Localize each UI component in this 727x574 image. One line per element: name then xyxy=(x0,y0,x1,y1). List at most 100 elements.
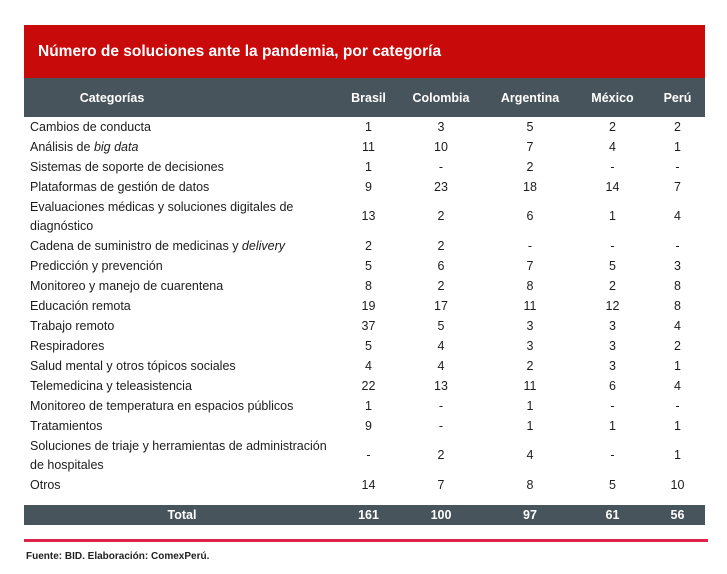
table-row: Evaluaciones médicas y soluciones digita… xyxy=(24,197,705,236)
value-cell-brasil: 4 xyxy=(365,358,372,373)
value-cell-brasil: 22 xyxy=(361,378,376,393)
value-cell-argentina: 1 xyxy=(526,398,534,413)
category-cell: Educación remota xyxy=(24,296,340,316)
value-cell-mexico: 3 xyxy=(609,358,616,373)
value-cell-brasil: 9 xyxy=(365,418,372,433)
table-row: Tratamientos 9 - 1 1 1 xyxy=(24,416,705,436)
category-text: Sistemas de soporte de decisiones xyxy=(30,159,224,174)
table-row: Cambios de conducta 1 3 5 2 2 xyxy=(24,117,705,137)
value-cell-argentina: 1 xyxy=(526,418,534,433)
value-cell-argentina: 3 xyxy=(526,318,534,333)
spacer-row xyxy=(24,495,705,505)
total-value-mexico: 61 xyxy=(575,505,650,525)
value-cell-argentina: 6 xyxy=(526,209,534,223)
value-cell-brasil: - xyxy=(366,448,371,462)
value-cell-brasil: 2 xyxy=(365,238,372,253)
value-cell-mexico: 2 xyxy=(609,278,616,293)
column-header-argentina: Argentina xyxy=(485,78,575,117)
category-text: Análisis de xyxy=(30,139,94,154)
value-cell-colombia: 13 xyxy=(434,378,448,393)
value-cell-mexico: 5 xyxy=(609,477,616,492)
value-cell-peru: - xyxy=(675,238,680,253)
category-cell: Evaluaciones médicas y soluciones digita… xyxy=(24,197,340,236)
total-value-colombia: 100 xyxy=(397,505,485,525)
table-body: Cambios de conducta 1 3 5 2 2 Análisis d… xyxy=(24,117,705,495)
value-cell-colombia: 4 xyxy=(437,338,445,353)
value-cell-colombia: 7 xyxy=(437,477,445,492)
solutions-table: Categorías Brasil Colombia Argentina Méx… xyxy=(24,78,705,525)
value-cell-brasil: 1 xyxy=(365,159,372,174)
value-cell-peru: - xyxy=(675,159,680,174)
value-cell-brasil: 1 xyxy=(365,398,372,413)
category-text: Tratamientos xyxy=(30,418,103,433)
value-cell-peru: 3 xyxy=(674,258,681,273)
value-cell-colombia: 4 xyxy=(437,358,445,373)
table-row: Trabajo remoto 37 5 3 3 4 xyxy=(24,316,705,336)
value-cell-mexico: 2 xyxy=(609,119,616,134)
source-note: Fuente: BID. Elaboración: ComexPerú. xyxy=(26,551,210,562)
value-cell-mexico: 4 xyxy=(609,139,616,154)
value-cell-argentina: 7 xyxy=(526,139,534,154)
value-cell-colombia: 3 xyxy=(437,119,445,134)
value-cell-colombia: 6 xyxy=(437,258,445,273)
page-title: Número de soluciones ante la pandemia, p… xyxy=(38,42,442,60)
total-row: Total 161 100 97 61 56 xyxy=(24,505,705,525)
total-value-peru: 56 xyxy=(650,505,705,525)
value-cell-colombia: 2 xyxy=(437,238,445,253)
category-cell: Sistemas de soporte de decisiones xyxy=(24,157,340,177)
value-cell-peru: 1 xyxy=(674,448,681,462)
value-cell-brasil: 5 xyxy=(365,258,372,273)
value-cell-mexico: - xyxy=(610,159,615,174)
table-row: Sistemas de soporte de decisiones 1 - 2 … xyxy=(24,157,705,177)
category-text: Plataformas de gestión de datos xyxy=(30,179,210,194)
value-cell-colombia: - xyxy=(438,159,444,174)
value-cell-peru: 2 xyxy=(674,119,681,134)
category-cell: Plataformas de gestión de datos xyxy=(24,177,340,197)
value-cell-colombia: 2 xyxy=(437,278,445,293)
value-cell-colombia: 17 xyxy=(434,298,448,313)
total-value-argentina: 97 xyxy=(485,505,575,525)
total-value-brasil: 161 xyxy=(340,505,397,525)
category-italic-text: big data xyxy=(93,139,139,154)
column-header-peru: Perú xyxy=(650,78,705,117)
category-text: Educación remota xyxy=(30,298,131,313)
value-cell-mexico: 14 xyxy=(605,179,620,194)
category-cell: Monitoreo de temperatura en espacios púb… xyxy=(24,396,340,416)
value-cell-brasil: 1 xyxy=(365,119,372,134)
value-cell-argentina: 11 xyxy=(523,378,537,393)
report-figure: Número de soluciones ante la pandemia, p… xyxy=(24,25,708,562)
value-cell-argentina: 18 xyxy=(523,179,537,194)
value-cell-peru: - xyxy=(675,398,680,413)
value-cell-argentina: 7 xyxy=(526,258,534,273)
table-row: Plataformas de gestión de datos 9 23 18 … xyxy=(24,177,705,197)
table-row: Telemedicina y teleasistencia 22 13 11 6… xyxy=(24,376,705,396)
category-cell: Análisis de big data xyxy=(24,137,340,157)
value-cell-argentina: 3 xyxy=(526,338,534,353)
category-text: Monitoreo de temperatura en espacios púb… xyxy=(30,398,294,413)
table-row: Educación remota 19 17 11 12 8 xyxy=(24,296,705,316)
table-row: Otros 14 7 8 5 10 xyxy=(24,475,705,495)
spacer-cell xyxy=(24,495,705,505)
value-cell-brasil: 19 xyxy=(361,298,376,313)
value-cell-peru: 4 xyxy=(674,209,681,223)
category-text: Cadena de suministro de medicinas y xyxy=(30,238,242,253)
value-cell-peru: 10 xyxy=(670,477,685,492)
table-row: Salud mental y otros tópicos sociales 4 … xyxy=(24,356,705,376)
value-cell-mexico: 1 xyxy=(609,209,616,223)
header-row: Categorías Brasil Colombia Argentina Méx… xyxy=(24,78,705,117)
table-footer: Total 161 100 97 61 56 xyxy=(24,495,705,525)
value-cell-mexico: - xyxy=(610,448,615,462)
value-cell-colombia: 10 xyxy=(434,139,448,154)
total-label: Total xyxy=(24,505,340,525)
category-cell: Salud mental y otros tópicos sociales xyxy=(24,356,340,376)
category-text: Cambios de conducta xyxy=(30,119,151,134)
category-text: Monitoreo y manejo de cuarentena xyxy=(30,278,224,293)
value-cell-mexico: 3 xyxy=(609,318,616,333)
value-cell-colombia: 2 xyxy=(437,209,445,223)
category-cell: Otros xyxy=(24,475,340,495)
category-cell: Cadena de suministro de medicinas y deli… xyxy=(24,236,340,256)
table-row: Soluciones de triaje y herramientas de a… xyxy=(24,436,705,475)
category-text: Evaluaciones médicas y soluciones digita… xyxy=(30,199,294,233)
value-cell-colombia: - xyxy=(438,418,444,433)
table-row: Cadena de suministro de medicinas y deli… xyxy=(24,236,705,256)
